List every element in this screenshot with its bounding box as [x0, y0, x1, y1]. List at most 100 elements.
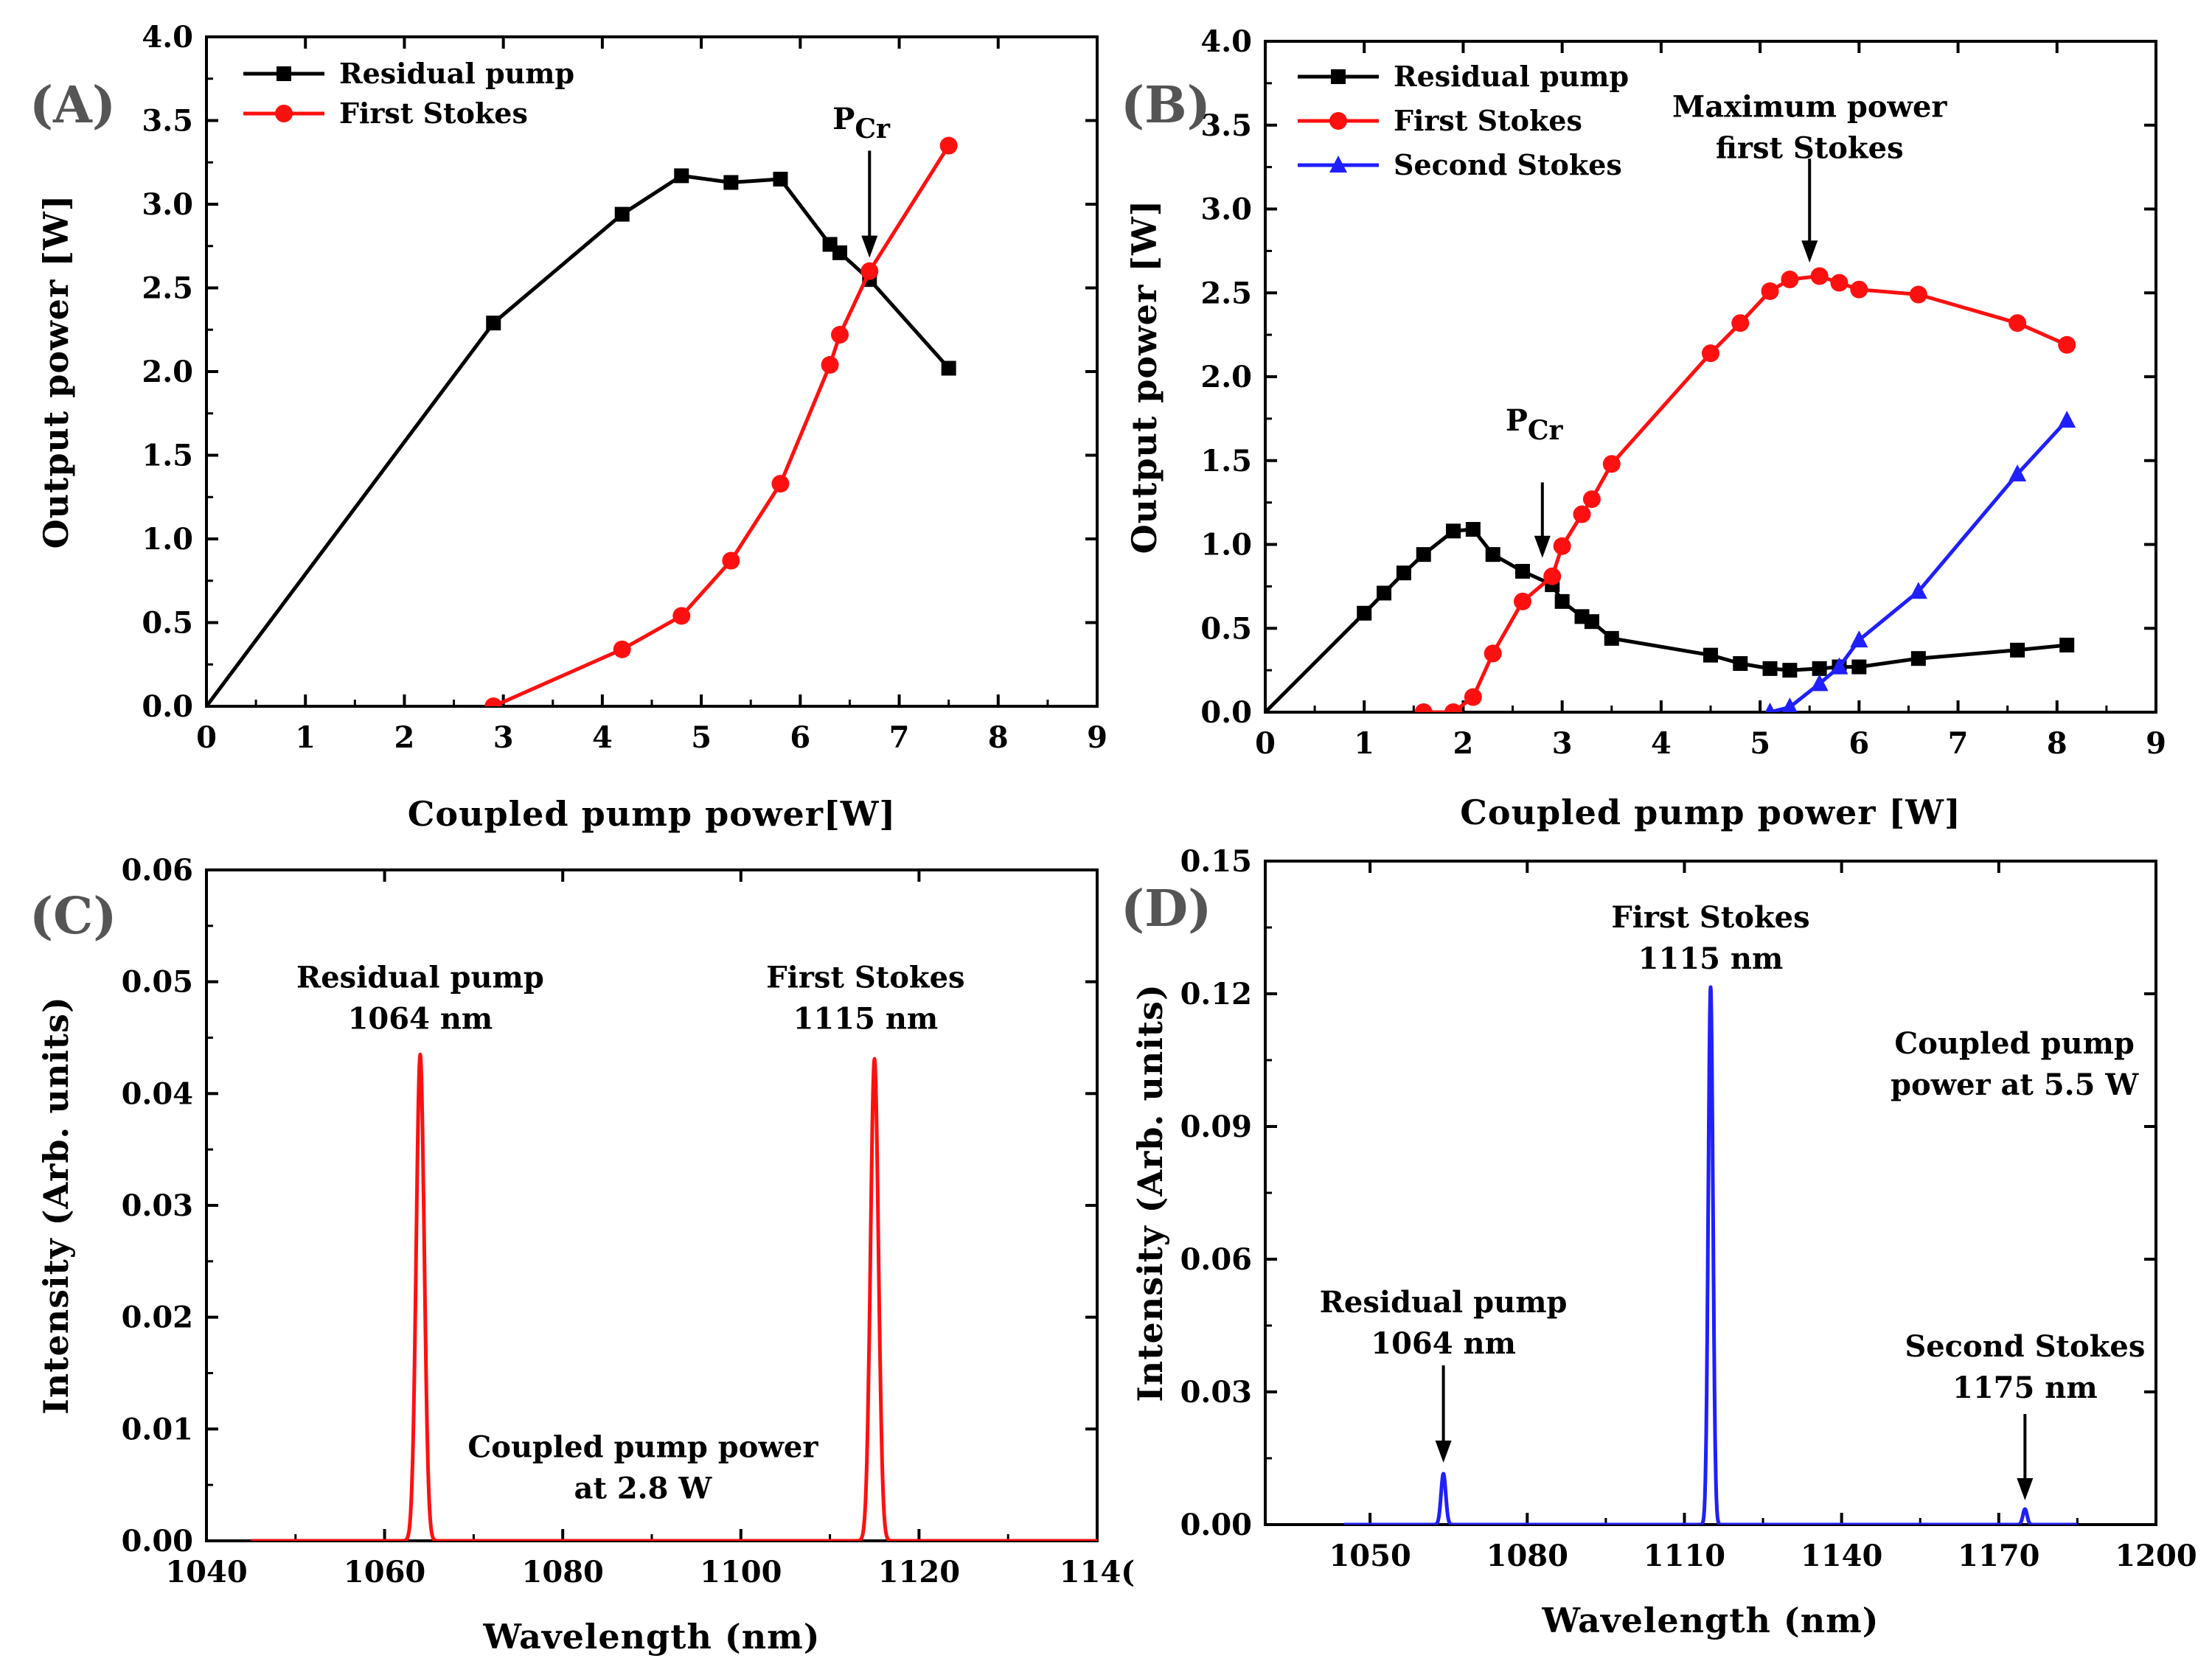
data-point: [1553, 537, 1571, 555]
x-tick-label: 1040: [165, 1555, 247, 1589]
data-point: [484, 697, 503, 706]
x-tick-label: 1200: [2115, 1539, 2197, 1573]
y-tick-label: 0.04: [122, 1076, 193, 1111]
series-line-first-stokes: [493, 144, 950, 706]
data-point: [941, 361, 956, 376]
y-tick-label: 0.02: [122, 1300, 193, 1335]
x-tick-label: 1: [1354, 726, 1374, 761]
x-tick-label: 0: [1255, 726, 1276, 761]
y-tick-label: 3.0: [142, 187, 193, 222]
x-tick-label: 1120: [878, 1555, 960, 1589]
y-tick-label: 2.0: [142, 355, 193, 389]
annotation-arrowhead: [1801, 240, 1818, 263]
x-tick-label: 8: [2047, 726, 2067, 761]
x-tick-label: 114(: [1060, 1555, 1135, 1589]
data-point: [1464, 688, 1482, 706]
annotation-text-line2: 1064 nm: [348, 1001, 493, 1036]
x-axis-title: Wavelength (nm): [1541, 1601, 1879, 1640]
data-point: [1582, 490, 1601, 509]
x-axis-title: Coupled pump power [W]: [1460, 793, 1961, 832]
y-tick-label: 0.00: [122, 1524, 193, 1559]
x-tick-label: 6: [790, 720, 810, 755]
data-point: [1910, 651, 1926, 666]
y-tick-label: 1.5: [142, 439, 193, 473]
x-tick-label: 9: [2146, 726, 2166, 761]
y-tick-label: 0.09: [1180, 1110, 1252, 1144]
legend-label: First Stokes: [339, 97, 528, 130]
annotation-text-line2: 1064 nm: [1371, 1326, 1516, 1361]
data-point: [1377, 585, 1392, 601]
y-tick-label: 0.06: [1180, 1242, 1252, 1277]
y-tick-label: 0.06: [122, 853, 193, 888]
series-line-residual-pump: [206, 173, 950, 706]
data-point: [1573, 505, 1591, 523]
y-tick-label: 0.05: [122, 965, 193, 1000]
panel-label: (B): [1121, 76, 1211, 135]
x-axis-title: Coupled pump power[W]: [408, 794, 896, 834]
chart-panel-c: 1040 1060 1080 1100 1120 114(0.00 0.01 0.02 0.03…: [29, 853, 1135, 1657]
data-point: [771, 475, 790, 493]
x-tick-label: 8: [988, 720, 1009, 755]
annotation-text: PCr: [832, 102, 891, 144]
y-tick-label: 1.0: [1200, 528, 1252, 563]
annotation-text: PCr: [1506, 403, 1564, 446]
data-point: [1416, 547, 1431, 563]
data-point: [1465, 522, 1481, 537]
x-tick-label: 9: [1087, 720, 1107, 755]
y-tick-label: 0.0: [142, 689, 193, 724]
data-point: [2008, 314, 2027, 332]
spectrum-line: [1342, 985, 2079, 1525]
x-tick-label: 4: [592, 720, 613, 755]
series-line-second-stokes: [1769, 419, 2069, 712]
data-point: [722, 551, 740, 570]
annotation-text-line2: 1115 nm: [793, 1001, 939, 1036]
annotation-text-line2: power at 5.5 W: [1891, 1068, 2139, 1102]
annotation-text: Second Stokes: [1905, 1329, 2145, 1364]
data-layer: [1265, 267, 2076, 712]
y-tick-label: 0.12: [1180, 977, 1252, 1011]
x-tick-label: 1050: [1329, 1539, 1411, 1573]
x-tick-label: 5: [691, 720, 712, 755]
data-point: [1782, 697, 1798, 712]
data-point: [1702, 344, 1719, 363]
x-tick-label: 1060: [344, 1555, 425, 1589]
x-tick-label: 1110: [1644, 1539, 1725, 1573]
data-point: [1414, 703, 1433, 712]
annotation-arrowhead: [2017, 1478, 2034, 1500]
y-tick-label: 0.0: [1200, 695, 1252, 730]
annotation-text: First Stokes: [766, 960, 964, 995]
y-tick-label: 2.0: [1200, 360, 1252, 394]
panel-label: (A): [29, 76, 116, 135]
data-point: [1444, 703, 1463, 712]
x-tick-label: 5: [1750, 726, 1770, 761]
x-tick-label: 4: [1651, 726, 1672, 761]
y-tick-label: 1.5: [1200, 444, 1252, 478]
data-point: [821, 355, 839, 374]
data-point: [1604, 630, 1619, 646]
data-point: [1812, 661, 1827, 676]
y-axis-title: Intensity (Arb. units): [36, 996, 76, 1414]
data-point: [1830, 657, 1848, 675]
x-tick-label: 0: [196, 720, 217, 755]
data-point: [1513, 592, 1531, 610]
legend-label: First Stokes: [1394, 104, 1582, 137]
data-point: [1484, 644, 1502, 663]
data-point: [832, 245, 848, 260]
data-layer: [249, 1052, 1097, 1541]
x-tick-label: 2: [1453, 726, 1474, 761]
panel-label: (D): [1121, 880, 1211, 939]
data-point: [1731, 314, 1750, 332]
y-tick-label: 3.0: [1200, 192, 1252, 227]
data-layer: [206, 136, 958, 706]
x-tick-label: 7: [1948, 726, 1969, 761]
y-tick-label: 4.0: [1200, 24, 1252, 59]
y-axis-title: Output power [W]: [1124, 200, 1164, 554]
data-point: [1781, 271, 1799, 289]
data-point: [1761, 282, 1779, 300]
data-point: [1810, 674, 1829, 692]
x-tick-label: 1: [295, 720, 316, 755]
chart-panel-d: 1050 1080 1110 1140 1170 1200 0.00 0.03 0.06 0.09…: [1121, 844, 2197, 1640]
x-tick-label: 3: [1552, 726, 1573, 761]
y-tick-label: 0.5: [1200, 611, 1252, 646]
data-point: [1909, 285, 1927, 304]
